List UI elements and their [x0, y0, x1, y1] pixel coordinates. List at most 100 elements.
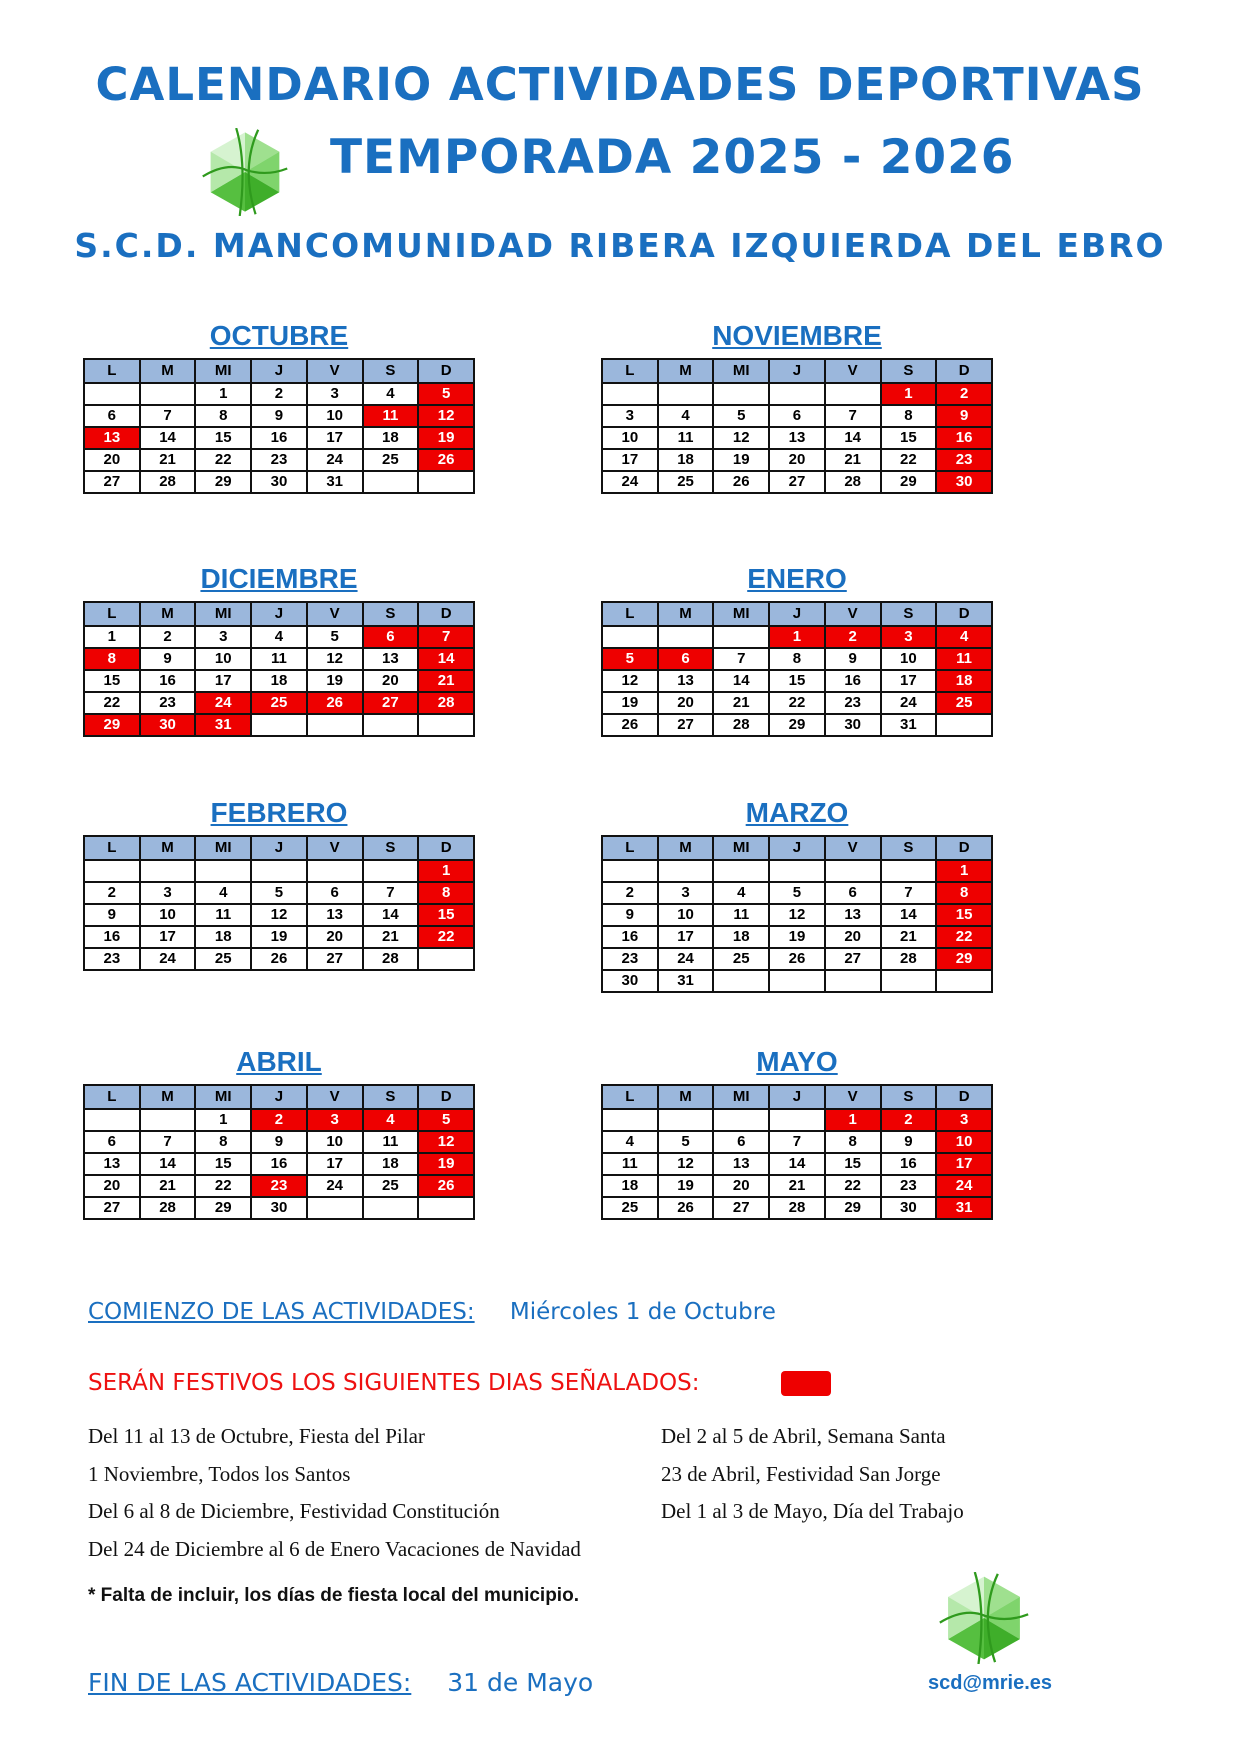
holidays-heading: SERÁN FESTIVOS LOS SIGUIENTES DIAS SEÑAL…	[88, 1370, 700, 1396]
month-calendar-febrero: FEBRERO L M MI J V S D 1 2 3 4 5 6 7 8 9 10 11 12 13 14 15 16 17…	[83, 795, 475, 971]
holiday-item: Del 6 al 8 de Diciembre, Festividad Cons…	[88, 1499, 500, 1523]
day-cell	[879, 969, 938, 993]
day-cell	[194, 859, 253, 883]
weekday-header: S	[879, 1084, 938, 1110]
holiday-day-cell: 7	[417, 625, 475, 649]
day-cell: 1	[194, 382, 253, 406]
day-cell: 16	[138, 669, 197, 693]
day-cell: 10	[879, 647, 938, 671]
week-row: 24 25 26 27 28 29 30	[601, 470, 993, 494]
day-cell: 30	[823, 713, 882, 737]
holiday-day-cell: 18	[935, 669, 993, 693]
holiday-day-cell: 8	[417, 881, 475, 905]
holiday-day-cell: 6	[361, 625, 420, 649]
holiday-day-cell: 3	[305, 1108, 364, 1132]
day-cell	[656, 859, 715, 883]
day-cell	[823, 859, 882, 883]
day-cell: 24	[305, 1174, 364, 1198]
holiday-day-cell: 11	[361, 404, 420, 428]
day-cell: 13	[768, 426, 826, 450]
day-cell: 2	[83, 881, 141, 905]
day-cell: 22	[768, 691, 826, 715]
day-cell: 16	[250, 426, 308, 450]
weekday-header: L	[601, 835, 659, 861]
weekday-header: L	[601, 1084, 659, 1110]
day-cell	[601, 382, 659, 406]
week-row: 9 10 11 12 13 14 15	[83, 903, 475, 927]
day-cell: 18	[361, 426, 420, 450]
day-cell: 30	[250, 1196, 308, 1220]
week-row: 29 30 31	[83, 713, 475, 737]
weekday-header: V	[305, 835, 364, 861]
holiday-day-cell: 5	[417, 382, 475, 406]
day-cell: 11	[601, 1152, 659, 1176]
day-cell: 10	[194, 647, 253, 671]
day-cell: 15	[823, 1152, 882, 1176]
day-cell: 7	[361, 881, 420, 905]
week-row: 23 24 25 26 27 28	[83, 947, 475, 971]
weekday-header: M	[138, 358, 197, 384]
weekday-header: MI	[194, 1084, 253, 1110]
weekday-header: D	[935, 835, 993, 861]
holidays-right-list: Del 2 al 5 de Abril, Semana Santa 23 de …	[661, 1418, 964, 1531]
day-cell: 23	[879, 1174, 938, 1198]
holiday-day-cell: 17	[935, 1152, 993, 1176]
day-cell: 15	[879, 426, 938, 450]
day-cell: 4	[194, 881, 253, 905]
day-cell: 14	[361, 903, 420, 927]
day-cell: 6	[305, 881, 364, 905]
week-row: 17 18 19 20 21 22 23	[601, 448, 993, 472]
email-link[interactable]: scd@mrie.es	[927, 1672, 1052, 1694]
day-cell: 6	[83, 1130, 141, 1154]
day-cell: 13	[712, 1152, 771, 1176]
day-cell	[712, 859, 771, 883]
holiday-day-cell: 8	[83, 647, 141, 671]
day-cell: 27	[768, 470, 826, 494]
day-cell: 13	[361, 647, 420, 671]
day-cell: 12	[712, 426, 771, 450]
month-calendar-noviembre: NOVIEMBRE L M MI J V S D 1 2 3 4 5 6 7 8 9 10 11 12 13 14 15 16…	[601, 318, 993, 494]
weekday-header: D	[935, 358, 993, 384]
weekday-header: J	[250, 835, 308, 861]
day-cell: 16	[83, 925, 141, 949]
day-cell: 30	[879, 1196, 938, 1220]
month-calendar-enero: ENERO L M MI J V S D 1 2 3 4 5 6 7 8 9 10 11 12 13 14 15 16 17 18…	[601, 561, 993, 737]
day-cell: 13	[305, 903, 364, 927]
week-row: 27 28 29 30 31	[83, 470, 475, 494]
weekday-header: M	[138, 1084, 197, 1110]
day-cell: 1	[83, 625, 141, 649]
month-title: ENERO	[747, 563, 847, 594]
week-row: 20 21 22 23 24 25 26	[83, 448, 475, 472]
day-cell: 26	[712, 470, 771, 494]
day-cell: 23	[823, 691, 882, 715]
weekday-header: S	[879, 358, 938, 384]
day-cell: 16	[601, 925, 659, 949]
weekday-header: D	[417, 835, 475, 861]
day-cell: 21	[138, 448, 197, 472]
week-row: 10 11 12 13 14 15 16	[601, 426, 993, 450]
day-cell: 29	[823, 1196, 882, 1220]
day-cell: 14	[823, 426, 882, 450]
day-cell: 11	[656, 426, 715, 450]
day-cell: 16	[879, 1152, 938, 1176]
holidays-left-list: Del 11 al 13 de Octubre, Fiesta del Pila…	[88, 1418, 581, 1568]
day-cell: 5	[305, 625, 364, 649]
holiday-day-cell: 8	[935, 881, 993, 905]
day-cell	[305, 713, 364, 737]
week-row: 1	[83, 859, 475, 883]
holiday-day-cell: 23	[935, 448, 993, 472]
weekday-header: MI	[712, 358, 771, 384]
day-cell: 20	[361, 669, 420, 693]
day-cell: 28	[768, 1196, 826, 1220]
day-cell	[138, 382, 197, 406]
day-cell: 17	[879, 669, 938, 693]
holiday-item: 23 de Abril, Festividad San Jorge	[661, 1461, 941, 1486]
end-label: FIN DE LAS ACTIVIDADES:	[88, 1668, 412, 1697]
day-cell: 23	[138, 691, 197, 715]
weekday-header: MI	[194, 835, 253, 861]
weekday-header: MI	[712, 601, 771, 627]
day-cell: 10	[138, 903, 197, 927]
day-cell: 31	[656, 969, 715, 993]
